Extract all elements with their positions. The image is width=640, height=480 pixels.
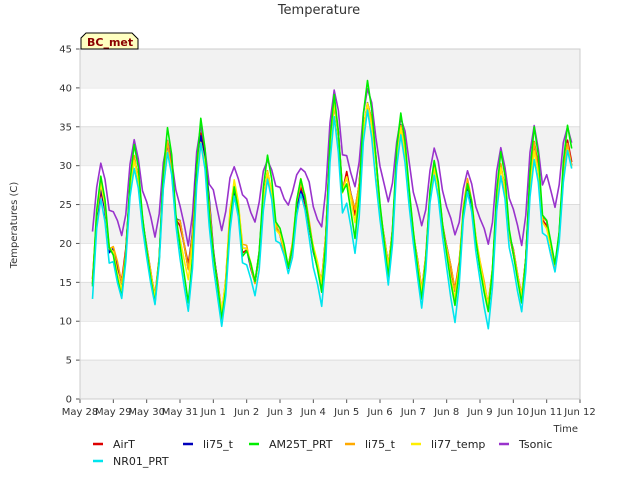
grid-band xyxy=(80,282,580,322)
y-tick-label: 35 xyxy=(59,122,72,133)
x-tick-label: Jun 2 xyxy=(233,407,259,418)
x-tick-label: May 29 xyxy=(95,407,132,418)
y-tick-label: 40 xyxy=(59,83,72,94)
y-tick-label: 10 xyxy=(59,317,72,328)
legend-label: li75_t xyxy=(203,438,234,451)
grid-band xyxy=(80,49,580,88)
legend-item: AirT xyxy=(93,438,135,451)
legend-label: li75_t xyxy=(365,438,396,451)
badge-label: BC_met xyxy=(87,36,133,49)
x-tick-label: Jun 12 xyxy=(563,407,596,418)
series-line-am25t-prt xyxy=(91,79,573,320)
x-tick-label: Jun 7 xyxy=(400,407,426,418)
legend-item: AM25T_PRT xyxy=(249,438,333,451)
y-tick-label: 45 xyxy=(59,45,72,56)
y-tick-label: 0 xyxy=(66,395,72,406)
chart-title: Temperature xyxy=(277,3,360,18)
legend-label: li77_temp xyxy=(431,438,485,451)
y-tick-label: 5 xyxy=(66,356,72,367)
y-tick-label: 30 xyxy=(59,161,72,172)
x-axis-title: Time xyxy=(553,424,578,435)
plot-background xyxy=(80,48,580,399)
series-lines xyxy=(91,79,573,330)
y-tick-label: 15 xyxy=(59,278,72,289)
x-tick-label: May 28 xyxy=(62,407,99,418)
legend-item: Tsonic xyxy=(499,438,552,451)
x-tick-label: Jun 4 xyxy=(300,407,326,418)
legend-item: li77_temp xyxy=(411,438,485,451)
y-axis-title: Temperatures (C) xyxy=(9,182,20,270)
y-tick-label: 25 xyxy=(59,200,72,211)
x-tick-label: Jun 11 xyxy=(530,407,563,418)
x-tick-label: Jun 6 xyxy=(366,407,392,418)
legend: AirT li75_t AM25T_PRT li75_t li77_temp Tsonic… xyxy=(93,438,552,468)
plot-frame xyxy=(79,48,581,400)
x-tick-label: Jun 9 xyxy=(466,407,492,418)
legend-label: AirT xyxy=(113,438,135,451)
y-tick-label: 20 xyxy=(59,239,72,250)
grid-band xyxy=(80,360,580,399)
x-tick-label: Jun 5 xyxy=(333,407,359,418)
x-tick-label: Jun 3 xyxy=(266,407,292,418)
legend-label: NR01_PRT xyxy=(113,455,169,468)
y-axis: 0 5 10 15 20 25 30 35 40 45 xyxy=(59,45,80,406)
x-tick-label: Jun 10 xyxy=(497,407,530,418)
x-tick-label: Jun 8 xyxy=(433,407,459,418)
x-tick-label: Jun 1 xyxy=(200,407,226,418)
dataset-badge: BC_met xyxy=(80,32,139,50)
x-tick-label: May 30 xyxy=(128,407,165,418)
series-line-nr01-prt xyxy=(91,109,573,330)
legend-label: AM25T_PRT xyxy=(269,438,333,451)
legend-item: li75_t xyxy=(345,438,396,451)
legend-item: li75_t xyxy=(183,438,234,451)
legend-item: NR01_PRT xyxy=(93,455,169,468)
x-tick-label: May 31 xyxy=(162,407,199,418)
legend-label: Tsonic xyxy=(518,438,552,451)
